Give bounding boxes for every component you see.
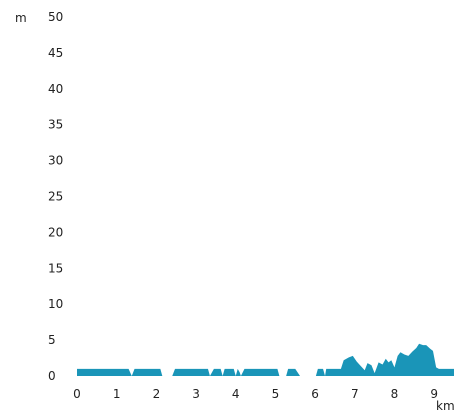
x-tick-label: 6 xyxy=(311,387,319,401)
y-tick-label: 15 xyxy=(48,261,63,275)
x-tick-label: 7 xyxy=(351,387,359,401)
x-tick-label: 2 xyxy=(153,387,161,401)
elevation-area-segment xyxy=(286,368,301,376)
y-tick-label: 0 xyxy=(48,369,56,383)
y-tick-label: 30 xyxy=(48,154,63,168)
y-axis-ticks: 0 5 10 15 20 25 30 35 40 45 50 xyxy=(48,10,63,383)
x-tick-label: 9 xyxy=(430,387,438,401)
x-tick-label: 5 xyxy=(272,387,280,401)
y-tick-label: 10 xyxy=(48,297,63,311)
x-axis-ticks: 0 1 2 3 4 5 6 7 8 9 xyxy=(73,387,438,401)
elevation-area-segment xyxy=(77,368,163,376)
y-tick-label: 20 xyxy=(48,225,63,239)
y-axis-unit-label: m xyxy=(15,11,27,25)
y-tick-label: 40 xyxy=(48,82,63,96)
elevation-area-segment xyxy=(240,368,280,376)
y-tick-label: 5 xyxy=(48,333,56,347)
elevation-area-segment xyxy=(315,343,454,376)
x-axis-unit-label: km xyxy=(436,399,454,411)
x-tick-label: 8 xyxy=(391,387,399,401)
x-tick-label: 1 xyxy=(113,387,121,401)
elevation-area xyxy=(77,343,454,376)
y-tick-label: 50 xyxy=(48,10,63,24)
y-tick-label: 25 xyxy=(48,190,63,204)
x-tick-label: 4 xyxy=(232,387,240,401)
elevation-area-segment xyxy=(209,368,241,376)
x-tick-label: 3 xyxy=(192,387,200,401)
x-tick-label: 0 xyxy=(73,387,81,401)
elevation-area-segment xyxy=(172,368,210,376)
y-tick-label: 35 xyxy=(48,118,63,132)
y-tick-label: 45 xyxy=(48,46,63,60)
